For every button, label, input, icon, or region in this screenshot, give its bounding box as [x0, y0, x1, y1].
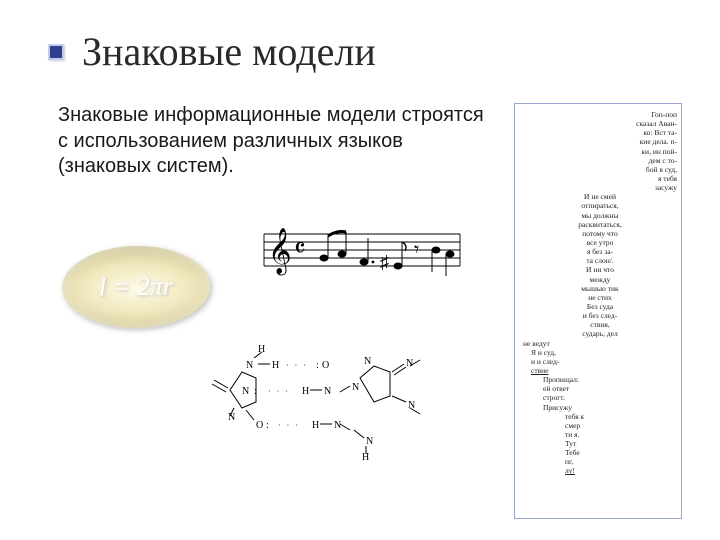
left-column: Знаковые информационные модели строятся …	[58, 103, 494, 519]
poem-line: не ведут	[523, 339, 677, 348]
poem-line: сказал Аван-	[523, 119, 677, 128]
chemistry-structure-figure: H N H · · · : O N : · · · H N	[206, 342, 462, 460]
svg-text::: :	[266, 420, 269, 431]
svg-text:O: O	[322, 360, 329, 371]
svg-text:O: O	[256, 420, 263, 431]
poem-line: потому что	[523, 229, 677, 238]
svg-text::: :	[316, 360, 319, 371]
svg-text:· · ·: · · ·	[278, 421, 300, 430]
poem-line: пг,	[523, 457, 677, 466]
poem-sidebar: Гоп-попсказал Аван-ко: Вст та-кие дела. …	[514, 103, 682, 519]
poem-line: и и след-	[523, 357, 677, 366]
title-row: Знаковые модели	[48, 28, 682, 75]
poem-line: ей ответ	[523, 384, 677, 393]
poem-line: мышью тик	[523, 284, 677, 293]
poem-line: кие дела. п-	[523, 137, 677, 146]
poem-line: строгт.	[523, 393, 677, 402]
poem-line: ко: Вст та-	[523, 128, 677, 137]
poem-line: отпираться,	[523, 201, 677, 210]
poem-line: Я и суд,	[523, 348, 677, 357]
svg-text:· · ·: · · ·	[286, 361, 308, 370]
svg-text:H: H	[258, 344, 265, 355]
poem-line: Гоп-поп	[523, 110, 677, 119]
poem-line: ти я.	[523, 430, 677, 439]
svg-text:N: N	[246, 360, 253, 371]
svg-text:H: H	[272, 360, 279, 371]
svg-text:H: H	[362, 452, 369, 460]
poem-line: ствия,	[523, 320, 677, 329]
svg-text:H: H	[302, 386, 309, 397]
content-row: Знаковые информационные модели строятся …	[58, 103, 682, 519]
poem-line: Без суда	[523, 302, 677, 311]
svg-text:N: N	[406, 358, 413, 369]
poem-line: бой в суд,	[523, 165, 677, 174]
svg-text:N: N	[366, 436, 373, 447]
timesig-icon: 𝄴	[294, 234, 306, 263]
poem-line: ки, ин пой-	[523, 147, 677, 156]
title-bullet-icon	[48, 44, 64, 60]
svg-text:N: N	[324, 386, 331, 397]
svg-text:N: N	[242, 386, 249, 397]
rest-icon: 𝄾	[414, 239, 419, 261]
poem-line: лу!	[523, 466, 677, 475]
slide-title: Знаковые модели	[82, 28, 376, 75]
poem-line: между	[523, 275, 677, 284]
svg-text:N: N	[364, 356, 371, 367]
svg-text:H: H	[312, 420, 319, 431]
notes-icon: ♯ 𝄾	[320, 231, 455, 276]
poem-line: тебя к	[523, 412, 677, 421]
body-paragraph: Знаковые информационные модели строятся …	[58, 103, 494, 180]
poem-line: Пропищал:	[523, 375, 677, 384]
poem-line: расквитаться,	[523, 220, 677, 229]
poem-line: я без за-	[523, 247, 677, 256]
poem-line: И не смей	[523, 192, 677, 201]
math-formula-figure: l = 2πr	[61, 244, 210, 329]
figures-area: l = 2πr 𝄞 𝄴	[58, 210, 494, 470]
poem-line: и без след-	[523, 311, 677, 320]
poem-line: все утро	[523, 238, 677, 247]
math-formula-text: l = 2πr	[99, 271, 173, 302]
sharp-icon: ♯	[380, 252, 389, 272]
treble-clef-icon: 𝄞	[268, 228, 292, 276]
poem-line: Тут	[523, 439, 677, 448]
svg-text:· · ·: · · ·	[268, 387, 290, 396]
poem-line: смер	[523, 421, 677, 430]
poem-line: не стих	[523, 293, 677, 302]
poem-line: засужу	[523, 183, 677, 192]
svg-text::: :	[254, 386, 257, 397]
music-staff-figure: 𝄞 𝄴 ♯ 𝄾	[258, 214, 466, 286]
poem-line: Присужу	[523, 403, 677, 412]
poem-line: сударь, дел	[523, 329, 677, 338]
poem-line: Тебе	[523, 448, 677, 457]
poem-line: ствие	[523, 366, 677, 375]
svg-text:N: N	[334, 420, 341, 431]
poem-line: та слон/.	[523, 256, 677, 265]
poem-line: мы должны	[523, 211, 677, 220]
poem-line: дем с то-	[523, 156, 677, 165]
svg-text:N: N	[352, 382, 359, 393]
slide: Знаковые модели Знаковые информационные …	[0, 0, 720, 540]
poem-line: я тебя	[523, 174, 677, 183]
poem-line: И ни что	[523, 265, 677, 274]
